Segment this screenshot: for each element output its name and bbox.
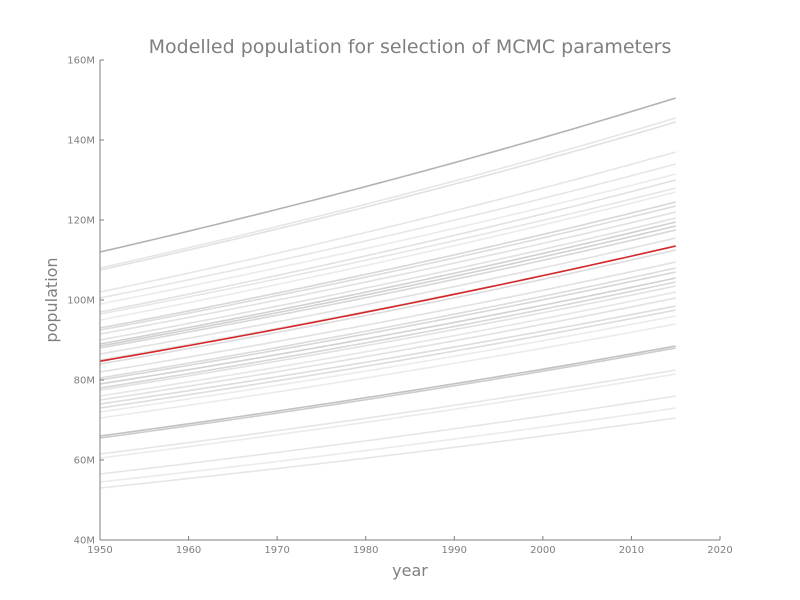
series-line-35 [99, 373, 676, 459]
series-line-29 [99, 309, 676, 409]
x-tick-label: 1960 [176, 545, 201, 556]
y-tick-label: 80M [74, 376, 95, 387]
x-tick-label: 1950 [87, 545, 112, 556]
y-tick-label: 120M [67, 216, 95, 227]
x-tick-label: 1970 [264, 545, 289, 556]
series-line-4 [99, 151, 676, 293]
series-line-9 [99, 191, 676, 321]
series-line-31 [99, 323, 676, 419]
series-line-6 [99, 173, 676, 305]
y-tick-label: 100M [67, 296, 95, 307]
x-tick-label: 1980 [353, 545, 378, 556]
series-lines [99, 97, 676, 489]
y-tick-label: 40M [74, 536, 95, 547]
series-line-14 [99, 221, 676, 345]
series-line-8 [99, 187, 676, 315]
series-line-15 [99, 225, 676, 347]
series-line-26 [99, 291, 676, 397]
x-tick-label: 1990 [442, 545, 467, 556]
y-axis-ticks: 40M 60M 80M 100M 120M 140M 160M [67, 56, 104, 547]
series-line-12 [99, 211, 676, 335]
series-line-3 [99, 121, 676, 271]
series-line-10 [99, 201, 676, 329]
x-tick-label: 2000 [530, 545, 555, 556]
series-line-19 [99, 249, 676, 365]
series-line-11 [99, 205, 676, 331]
x-axis-ticks: 1950 1960 1970 1980 1990 2000 2010 2020 [87, 536, 733, 556]
y-tick-label: 140M [67, 136, 95, 147]
y-tick-label: 160M [67, 56, 95, 67]
series-line-34 [99, 369, 676, 455]
series-line-25 [99, 285, 676, 391]
series-line-1 [99, 97, 676, 253]
series-line-37 [99, 407, 676, 483]
series-line-23 [99, 277, 676, 385]
series-line-33 [99, 347, 676, 439]
series-line-16 [99, 229, 676, 349]
series-line-2 [99, 117, 676, 269]
chart-title: Modelled population for selection of MCM… [149, 36, 672, 58]
x-tick-label: 2020 [707, 545, 732, 556]
series-line-17 [99, 237, 676, 355]
x-axis-label: year [392, 561, 428, 580]
series-line-28 [99, 305, 676, 405]
series-line-30 [99, 315, 676, 413]
y-axis-label: population [42, 257, 61, 342]
series-line-5 [99, 163, 676, 299]
series-line-20 [99, 261, 676, 373]
series-line-27 [99, 297, 676, 401]
series-line-13 [99, 217, 676, 341]
series-line-24 [99, 281, 676, 389]
y-tick-label: 60M [74, 456, 95, 467]
highlight-line [99, 245, 676, 362]
series-line-32 [99, 345, 676, 437]
x-tick-label: 2010 [619, 545, 644, 556]
series-line-36 [99, 395, 676, 475]
series-line-21 [99, 267, 676, 379]
series-line-22 [99, 271, 676, 381]
series-line-7 [99, 179, 676, 313]
series-line-38 [99, 417, 676, 489]
